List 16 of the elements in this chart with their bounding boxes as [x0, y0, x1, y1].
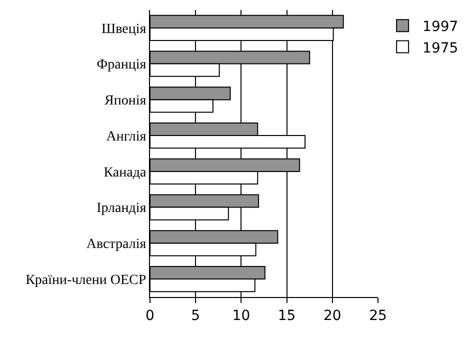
y-tick-label: Швеція: [102, 22, 147, 37]
legend-label: 1997: [422, 19, 458, 36]
x-tick-label: 15: [278, 308, 296, 324]
legend-label: 1975: [422, 40, 458, 56]
y-tick-label: Країни-члени ОЕСР: [26, 272, 146, 288]
x-tick-label: 10: [232, 308, 250, 324]
y-tick-label: Ірландія: [96, 201, 147, 216]
x-tick-label: 20: [323, 308, 342, 324]
x-tick-label: 25: [369, 308, 387, 324]
x-tick-label: 5: [191, 308, 200, 324]
x-tick-label: 0: [146, 308, 154, 324]
y-tick-label: Японія: [104, 94, 147, 109]
y-tick-label: Австралія: [86, 237, 147, 252]
y-tick-label: Франція: [96, 58, 147, 73]
y-tick-label: Англія: [106, 129, 147, 144]
y-tick-label: Канада: [104, 165, 147, 180]
